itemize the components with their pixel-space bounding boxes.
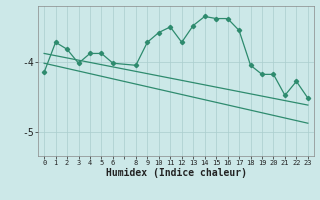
X-axis label: Humidex (Indice chaleur): Humidex (Indice chaleur)	[106, 168, 246, 178]
